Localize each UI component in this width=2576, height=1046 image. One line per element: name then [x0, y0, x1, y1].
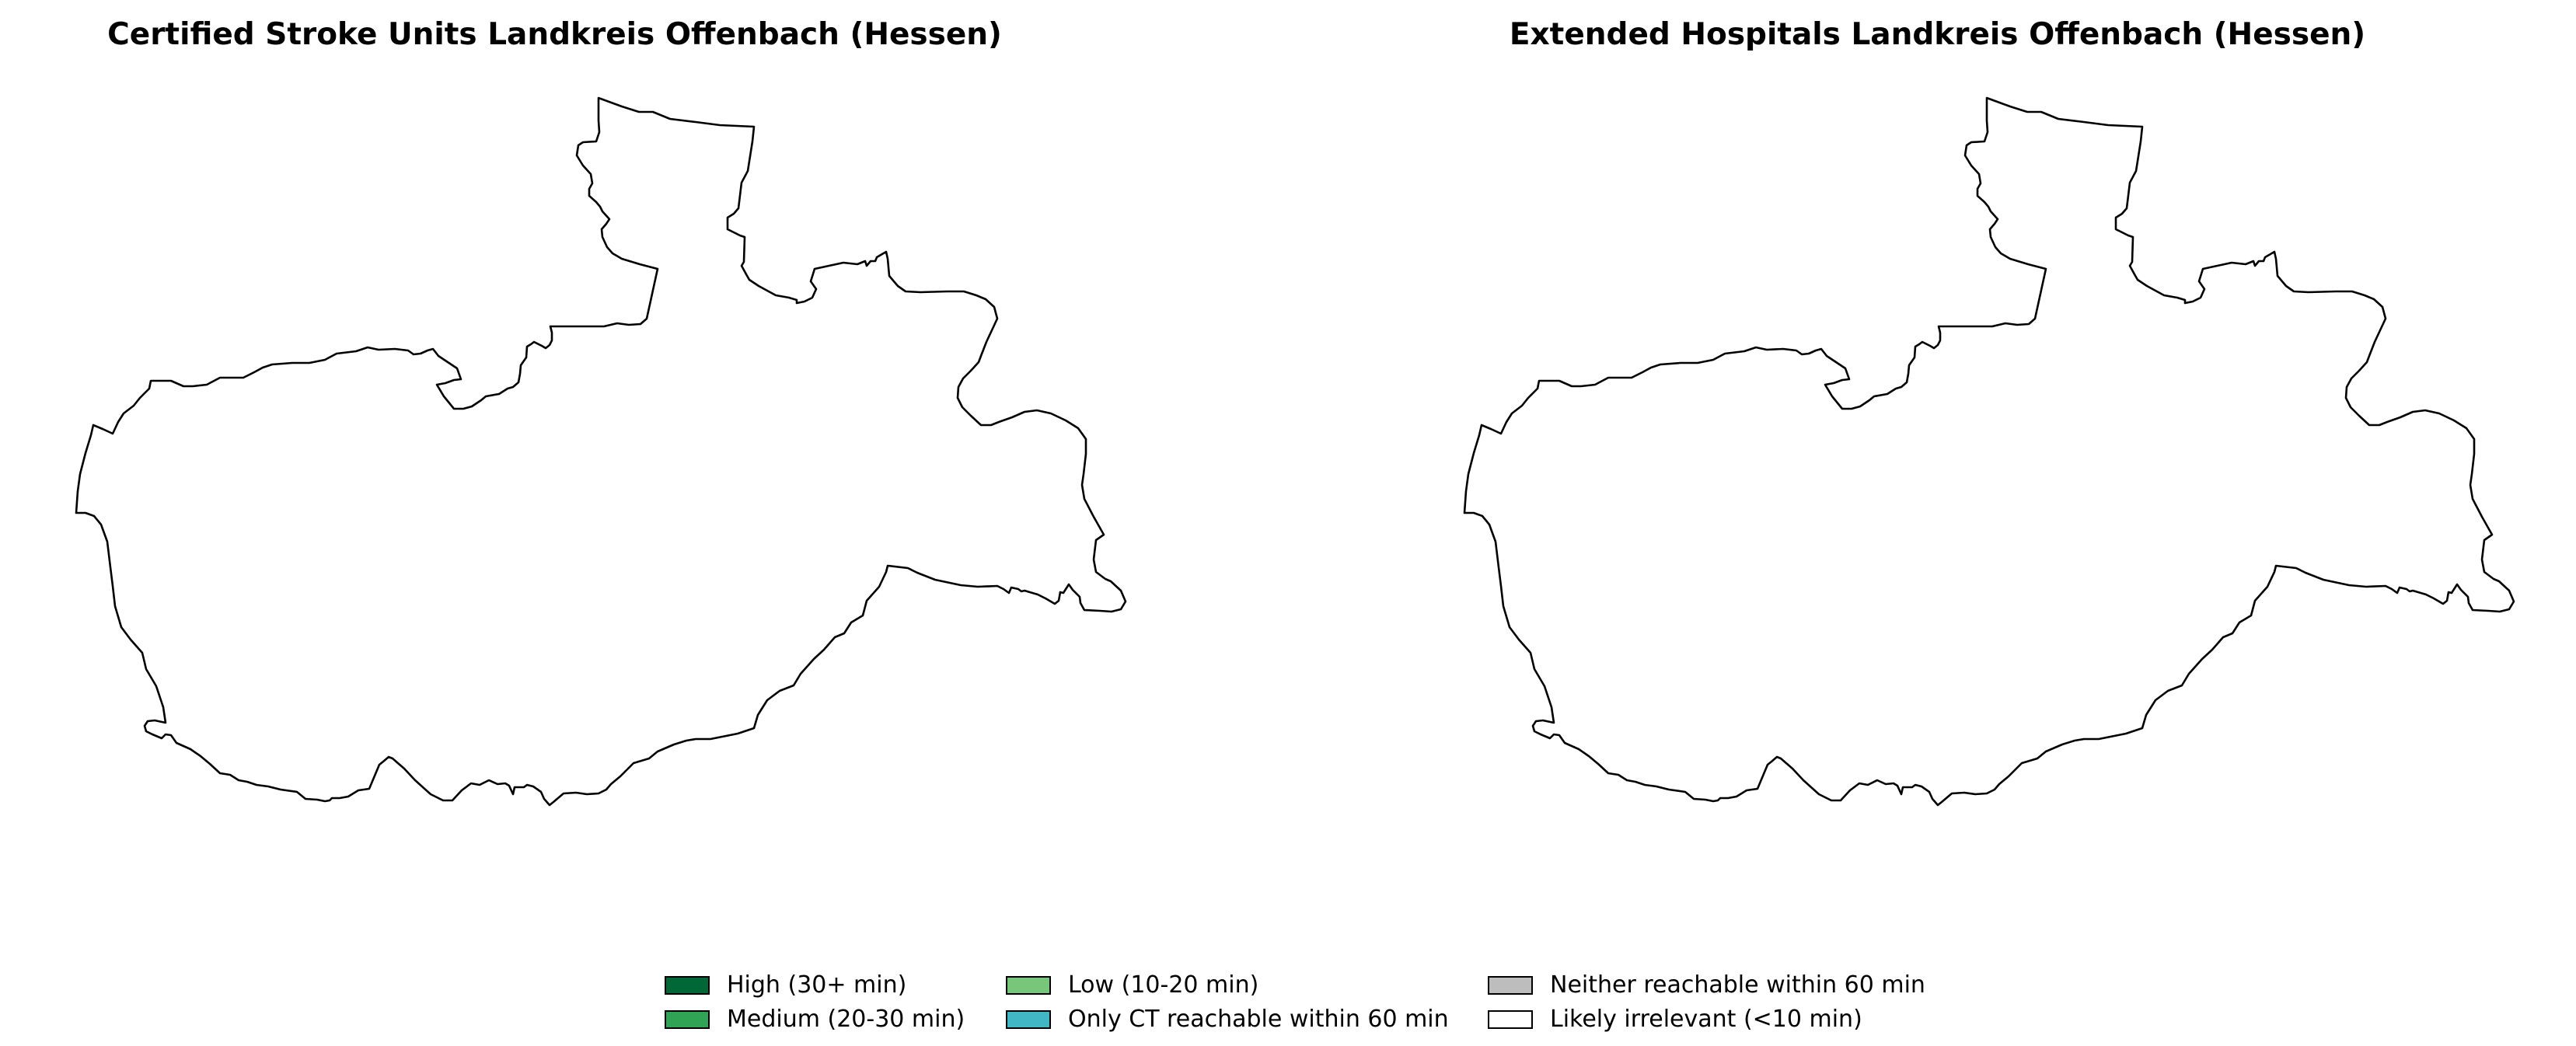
legend-swatch: [665, 1010, 710, 1029]
legend-label: Medium (20-30 min): [727, 1006, 965, 1033]
map-title: Certified Stroke Units Landkreis Offenba…: [107, 17, 1002, 52]
legend-label: High (30+ min): [727, 971, 907, 999]
map-title: Extended Hospitals Landkreis Offenbach (…: [1509, 17, 2366, 52]
legend-swatch: [1006, 976, 1051, 995]
legend-item-medium: Medium (20-30 min): [665, 1004, 965, 1035]
legend-swatch: [665, 976, 710, 995]
legend-label: Low (10-20 min): [1068, 971, 1259, 999]
legend-label: Neither reachable within 60 min: [1550, 971, 1925, 999]
legend-item-irrelevant: Likely irrelevant (<10 min): [1488, 1004, 1862, 1035]
district-boundary-landkreis-offenbach: [1463, 96, 2515, 807]
legend-swatch: [1488, 1010, 1533, 1029]
legend-item-high: High (30+ min): [665, 970, 906, 1001]
legend-swatch: [1488, 976, 1533, 995]
legend-item-neither: Neither reachable within 60 min: [1488, 970, 1925, 1001]
legend-swatch: [1006, 1010, 1051, 1029]
legend-item-low: Low (10-20 min): [1006, 970, 1258, 1001]
map-panel-extended-hospitals: Extended Hospitals Landkreis Offenbach (…: [1288, 0, 2576, 917]
legend-label: Only CT reachable within 60 min: [1068, 1006, 1449, 1033]
legend-item-only-ct: Only CT reachable within 60 min: [1006, 1004, 1449, 1035]
district-boundary-landkreis-offenbach: [75, 96, 1127, 807]
district-map: [75, 96, 1127, 807]
map-panel-stroke-units: Certified Stroke Units Landkreis Offenba…: [0, 0, 1288, 917]
map-legend: High (30+ min) Medium (20-30 min) Low (1…: [665, 970, 1939, 1041]
district-map: [1463, 96, 2515, 807]
legend-label: Likely irrelevant (<10 min): [1550, 1006, 1862, 1033]
